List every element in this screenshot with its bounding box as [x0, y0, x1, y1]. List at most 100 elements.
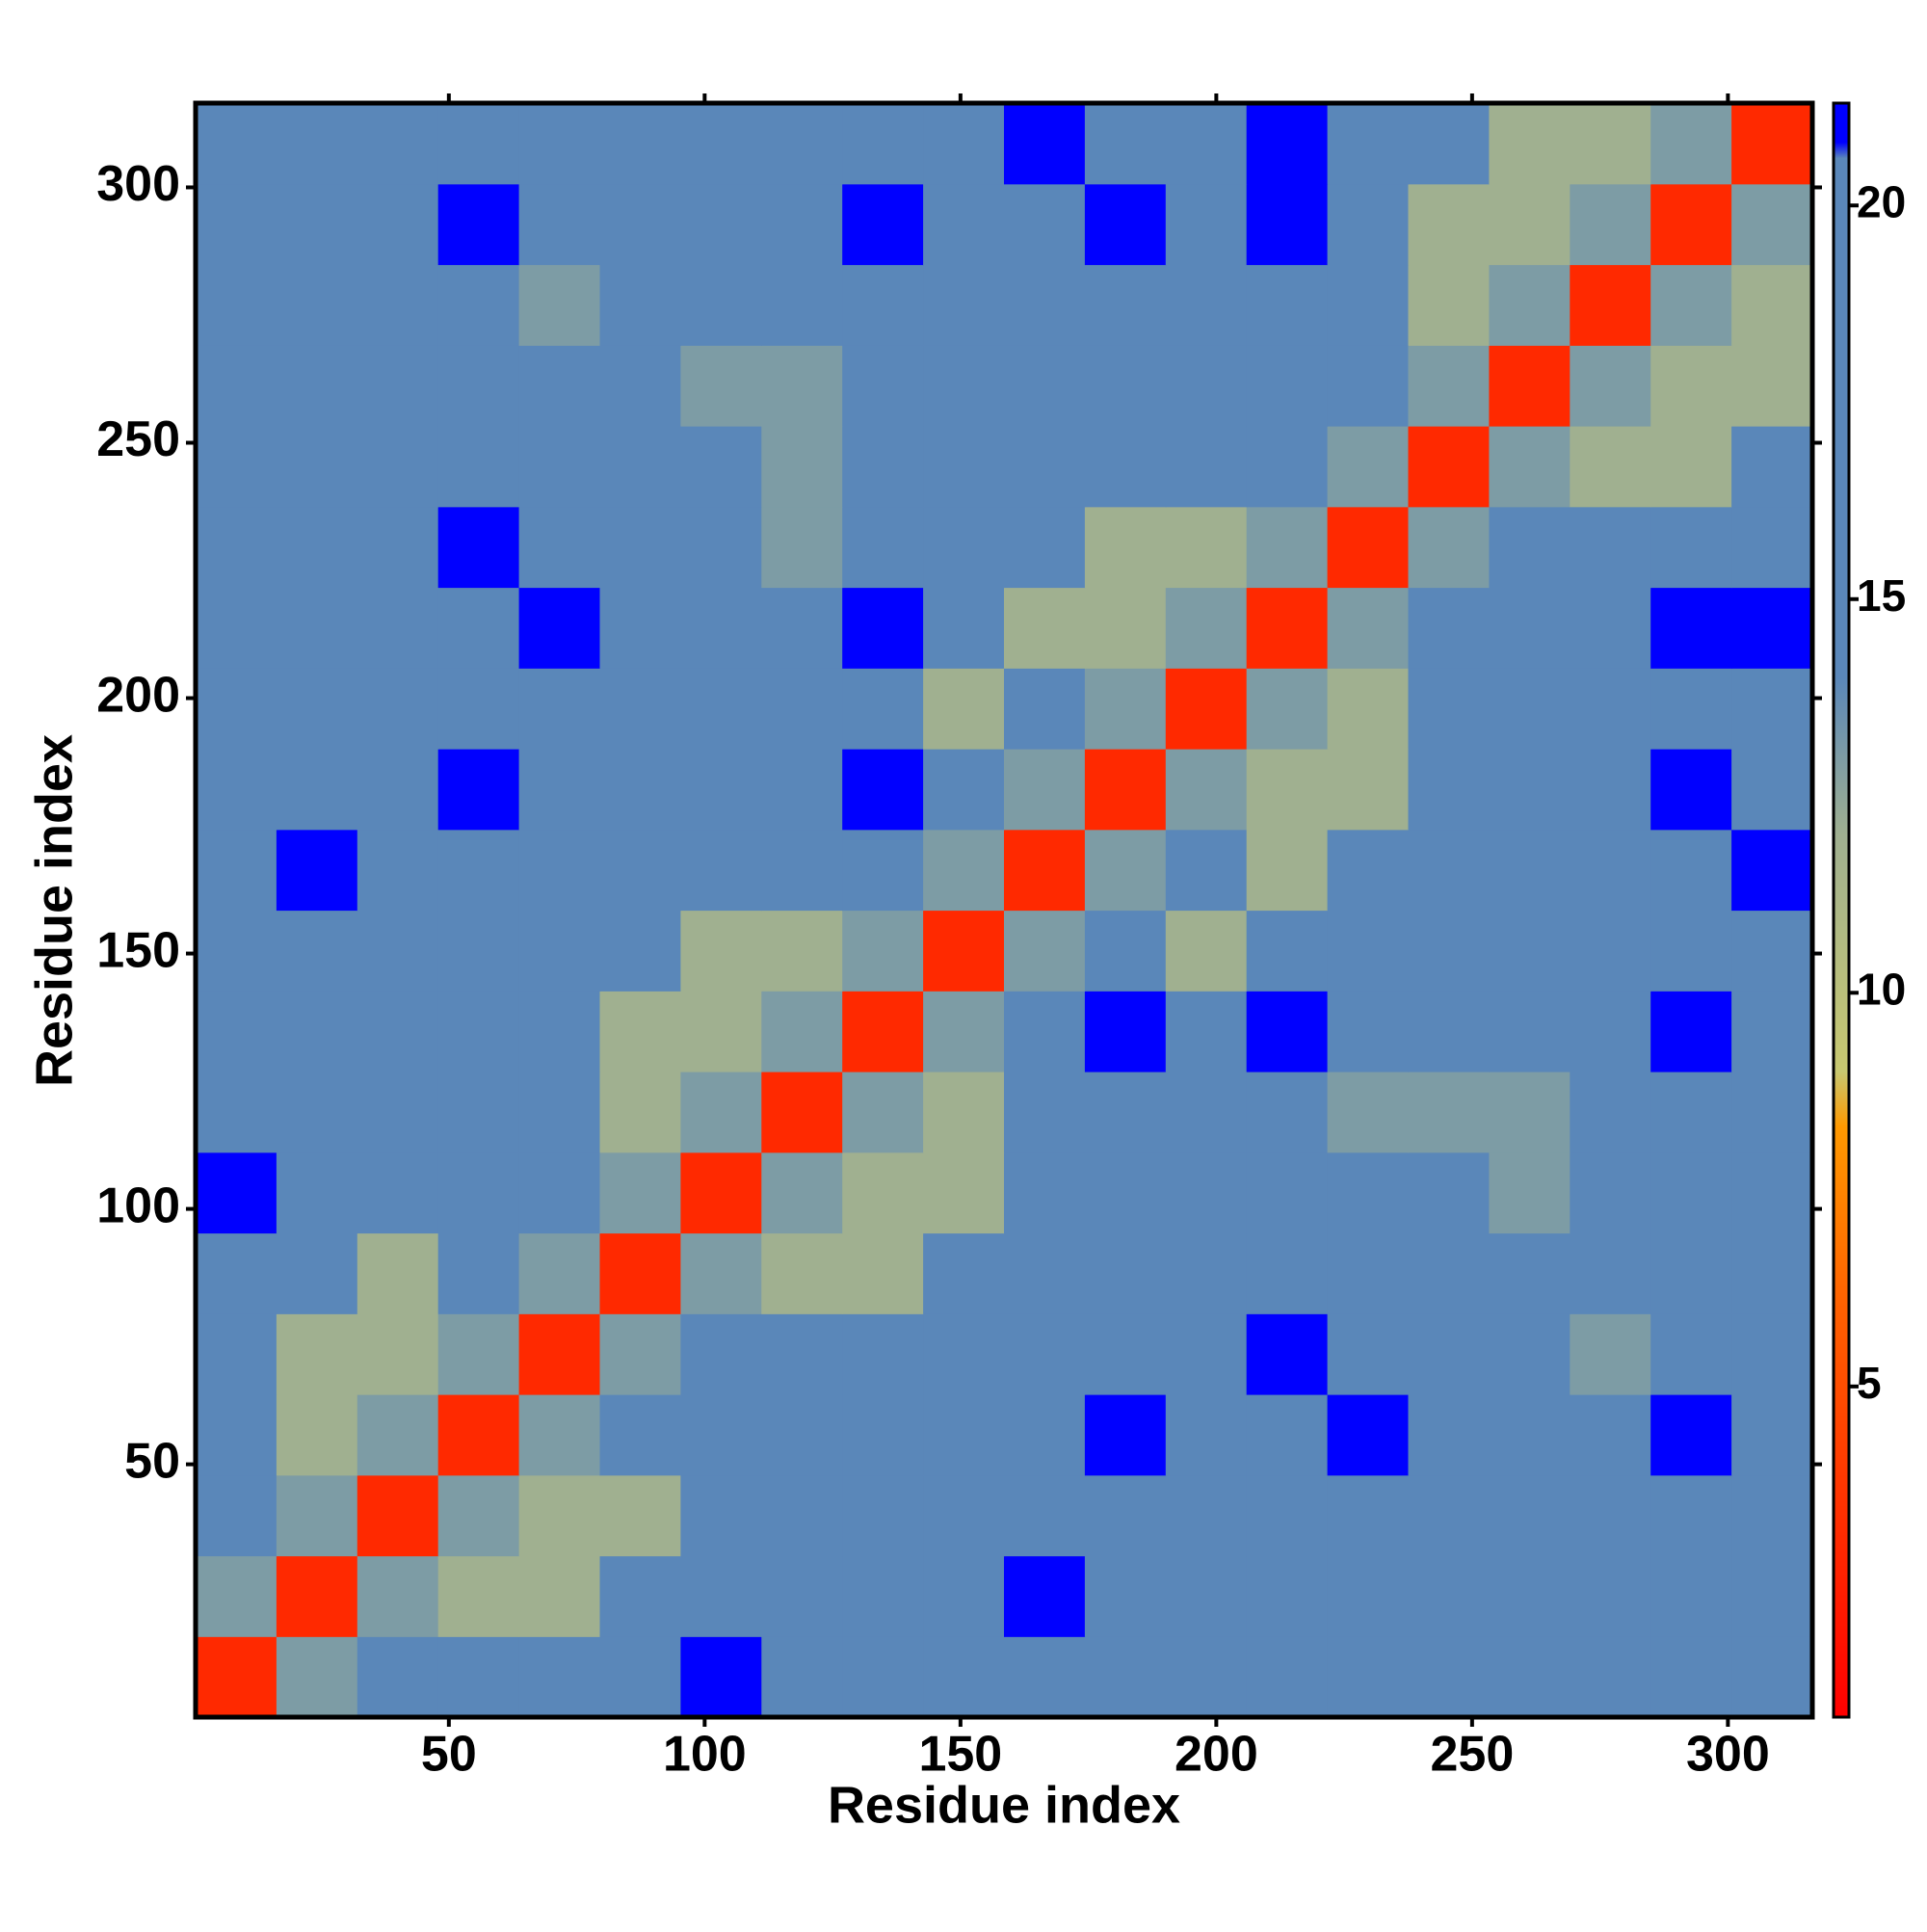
heatmap-cell	[437, 1151, 520, 1234]
heatmap-cell	[1650, 991, 1732, 1072]
heatmap-cell	[1408, 103, 1490, 185]
heatmap-cell	[276, 426, 358, 508]
heatmap-cell	[1489, 1313, 1571, 1395]
heatmap-cell	[1084, 1313, 1167, 1395]
heatmap-cell	[1408, 1072, 1490, 1153]
heatmap-cell	[196, 1232, 277, 1314]
heatmap-cell	[437, 345, 520, 427]
heatmap-cell	[761, 910, 843, 992]
heatmap-cell	[1327, 991, 1410, 1072]
heatmap-cell	[1246, 345, 1329, 427]
heatmap-cell	[356, 345, 439, 427]
heatmap-cell	[1004, 1636, 1086, 1718]
heatmap-cell	[761, 1072, 843, 1153]
heatmap-cell	[680, 749, 762, 831]
heatmap-cell	[1408, 1313, 1490, 1395]
heatmap-cell	[761, 506, 843, 589]
heatmap-cell	[1084, 991, 1167, 1072]
heatmap-cell	[1246, 1555, 1329, 1637]
heatmap-cell	[196, 1636, 277, 1718]
heatmap-cell	[1570, 1151, 1651, 1234]
heatmap-cell	[437, 103, 520, 185]
heatmap-cell	[1084, 345, 1167, 427]
heatmap-cell	[1731, 183, 1813, 266]
heatmap-cell	[1327, 587, 1410, 669]
heatmap-cell	[1408, 506, 1490, 589]
heatmap-cell	[356, 829, 439, 912]
heatmap-cell	[680, 991, 762, 1072]
heatmap-cell	[1570, 103, 1651, 185]
heatmap-cell	[1731, 426, 1813, 508]
heatmap-cell	[437, 829, 520, 912]
heatmap-cell	[680, 1636, 762, 1718]
heatmap-cell	[1165, 506, 1248, 589]
heatmap-cell	[842, 183, 924, 266]
heatmap-cell	[923, 1151, 1005, 1234]
heatmap-cell	[1650, 587, 1732, 669]
heatmap-cell	[437, 1474, 520, 1557]
heatmap-cell	[276, 264, 358, 346]
x-tick-label: 300	[1686, 1727, 1770, 1783]
heatmap-cell	[1165, 668, 1248, 750]
heatmap-cell	[1650, 1555, 1732, 1637]
heatmap-cell	[1165, 426, 1248, 508]
heatmap-cell	[1731, 1313, 1813, 1395]
heatmap-cell	[923, 103, 1005, 185]
y-tick-label: 200	[96, 667, 180, 723]
heatmap-cell	[1165, 910, 1248, 992]
heatmap-cell	[1004, 426, 1086, 508]
heatmap-cell	[923, 1394, 1005, 1476]
heatmap-cell	[923, 1072, 1005, 1153]
heatmap-cell	[196, 1313, 277, 1395]
heatmap-cell	[196, 991, 277, 1072]
heatmap-cell	[1570, 1636, 1651, 1718]
colorbar-tick-label: 5	[1857, 1358, 1882, 1408]
heatmap-cell	[1004, 829, 1086, 912]
heatmap-cell	[1489, 1151, 1571, 1234]
heatmap-cell	[276, 345, 358, 427]
heatmap-cell	[276, 1394, 358, 1476]
heatmap-cell	[518, 1232, 601, 1314]
heatmap-cell	[356, 749, 439, 831]
heatmap-cell	[1650, 264, 1732, 346]
heatmap-cell	[1650, 1151, 1732, 1234]
heatmap-cell	[1650, 426, 1732, 508]
heatmap-cell	[1408, 183, 1490, 266]
heatmap-cell	[1731, 991, 1813, 1072]
heatmap-cell	[1731, 345, 1813, 427]
heatmap-cell	[1408, 1151, 1490, 1234]
heatmap-cell	[356, 1151, 439, 1234]
heatmap-cell	[599, 1313, 681, 1395]
heatmap-cell	[599, 749, 681, 831]
heatmap-cell	[1489, 1636, 1571, 1718]
heatmap-cell	[437, 1232, 520, 1314]
heatmap-cell	[761, 668, 843, 750]
y-tick-label: 250	[96, 411, 180, 467]
heatmap-cell	[518, 829, 601, 912]
heatmap-cell	[356, 991, 439, 1072]
heatmap-cell	[842, 910, 924, 992]
heatmap-cell	[276, 1072, 358, 1153]
heatmap-cell	[1084, 1151, 1167, 1234]
heatmap-cell	[1408, 1394, 1490, 1476]
heatmap-cell	[276, 910, 358, 992]
heatmap-cell	[518, 1474, 601, 1557]
colorbar-tick-label: 10	[1857, 964, 1906, 1014]
heatmap-cell	[1570, 1232, 1651, 1314]
heatmap-cell	[1327, 1394, 1410, 1476]
heatmap-cell	[1489, 1394, 1571, 1476]
heatmap-cell	[1327, 749, 1410, 831]
heatmap-cell	[1570, 587, 1651, 669]
heatmap-cell	[1084, 1232, 1167, 1314]
heatmap-cell	[1004, 910, 1086, 992]
heatmap-cell	[1650, 1072, 1732, 1153]
heatmap-cell	[437, 749, 520, 831]
heatmap-cell	[1084, 264, 1167, 346]
heatmap-cell	[842, 991, 924, 1072]
heatmap-cell	[1004, 1555, 1086, 1637]
heatmap-cell	[1246, 1151, 1329, 1234]
heatmap-cell	[842, 103, 924, 185]
heatmap-cell	[196, 587, 277, 669]
x-tick-label: 200	[1175, 1727, 1258, 1783]
heatmap-cell	[437, 1394, 520, 1476]
